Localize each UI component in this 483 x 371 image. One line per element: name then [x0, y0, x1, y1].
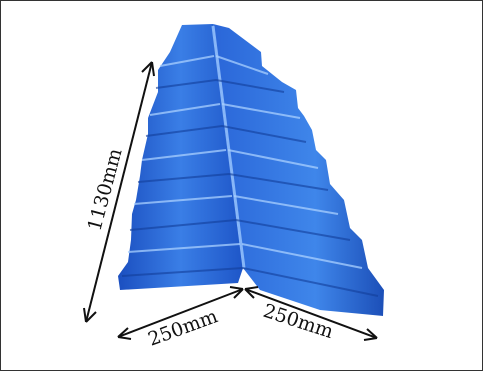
ribs-right	[215, 55, 363, 269]
ridge-tile-left-slope	[118, 24, 243, 290]
length-dimension-arrow	[83, 61, 155, 323]
left-width-dimension-arrow	[117, 286, 244, 340]
ridge-crest-highlight	[211, 25, 246, 269]
grooves	[121, 78, 379, 297]
ridge-tile-right-slope	[213, 24, 384, 316]
right-width-dimension-arrow	[244, 286, 378, 341]
ribs-left	[127, 55, 241, 253]
